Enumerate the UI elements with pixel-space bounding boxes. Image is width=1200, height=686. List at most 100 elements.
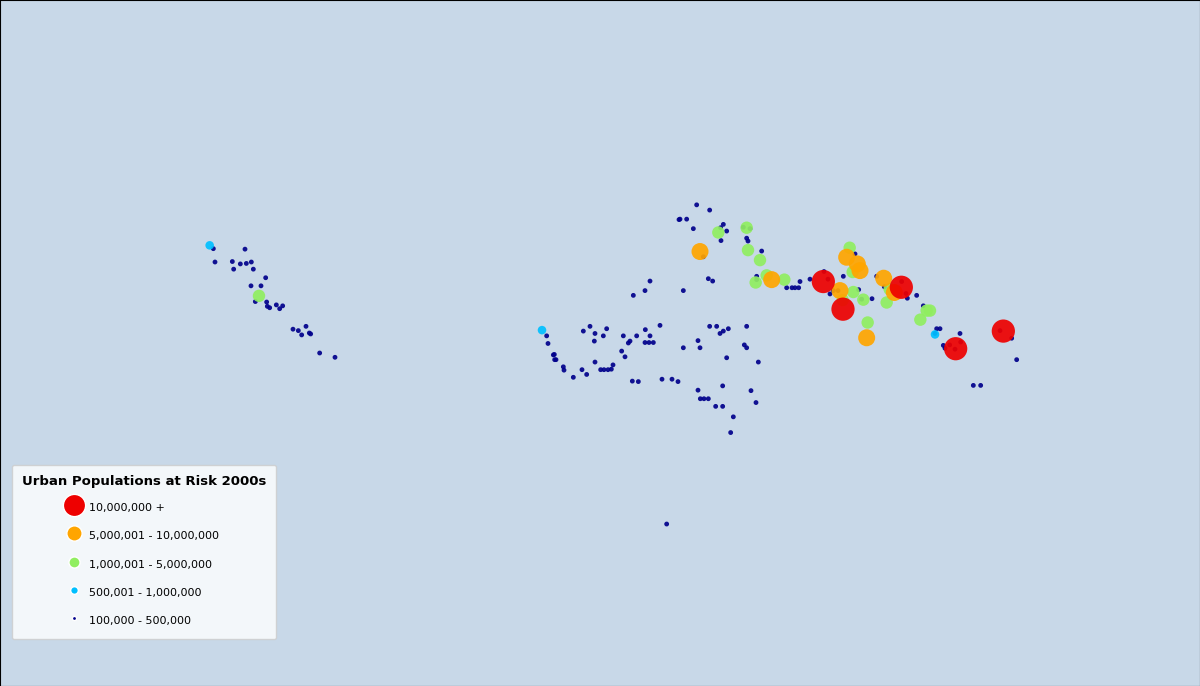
- Point: [752, 246, 772, 257]
- Point: [844, 267, 863, 278]
- Point: [734, 340, 754, 351]
- Point: [814, 276, 833, 287]
- Point: [847, 259, 866, 270]
- Point: [964, 380, 983, 391]
- Point: [246, 296, 265, 307]
- Point: [1002, 333, 1021, 344]
- Point: [205, 257, 224, 268]
- Point: [738, 245, 757, 256]
- Point: [662, 374, 682, 385]
- Point: [830, 285, 850, 296]
- Point: [564, 372, 583, 383]
- Point: [874, 273, 893, 284]
- Point: [710, 328, 730, 339]
- Point: [538, 331, 557, 342]
- Point: [636, 324, 655, 335]
- Point: [712, 235, 731, 246]
- Point: [643, 337, 662, 348]
- Point: [619, 338, 638, 348]
- Point: [800, 274, 820, 285]
- Point: [853, 294, 872, 305]
- Point: [737, 321, 756, 332]
- Point: [270, 303, 289, 314]
- Point: [844, 287, 863, 298]
- Point: [721, 427, 740, 438]
- Point: [624, 290, 643, 301]
- Point: [613, 331, 632, 342]
- Point: [858, 317, 877, 328]
- Point: [581, 321, 600, 332]
- Legend: 10,000,000 +, 5,000,001 - 10,000,000, 1,000,001 - 5,000,000, 500,001 - 1,000,000: 10,000,000 +, 5,000,001 - 10,000,000, 1,…: [12, 465, 276, 639]
- Point: [880, 284, 899, 295]
- Point: [244, 263, 263, 274]
- Point: [896, 288, 916, 299]
- Point: [875, 281, 894, 292]
- Point: [289, 325, 308, 336]
- Point: [857, 332, 876, 343]
- Point: [748, 271, 767, 282]
- Point: [713, 380, 732, 391]
- Point: [252, 281, 271, 292]
- Point: [884, 287, 904, 298]
- Point: [746, 397, 766, 408]
- Point: [700, 204, 719, 215]
- Point: [868, 271, 887, 282]
- Point: [917, 305, 936, 316]
- Point: [971, 380, 990, 391]
- Point: [257, 296, 276, 307]
- Point: [950, 328, 970, 339]
- Point: [688, 200, 707, 211]
- Point: [296, 321, 316, 332]
- Point: [928, 323, 947, 334]
- Point: [913, 300, 932, 311]
- Point: [737, 342, 756, 353]
- Point: [930, 323, 949, 334]
- Point: [256, 272, 275, 283]
- Point: [833, 295, 852, 306]
- Point: [224, 263, 244, 274]
- Point: [742, 385, 761, 396]
- Point: [718, 353, 737, 364]
- Point: [925, 328, 944, 339]
- Point: [598, 323, 617, 334]
- Point: [838, 252, 857, 263]
- Point: [911, 314, 930, 325]
- Point: [714, 219, 733, 230]
- Point: [713, 401, 732, 412]
- Point: [709, 227, 728, 238]
- Point: [737, 222, 756, 233]
- Point: [691, 393, 710, 404]
- Point: [668, 376, 688, 387]
- Point: [840, 242, 859, 253]
- Point: [553, 362, 572, 372]
- Point: [749, 357, 768, 368]
- Point: [698, 393, 718, 404]
- Point: [241, 281, 260, 292]
- Point: [533, 324, 552, 335]
- Point: [719, 323, 738, 334]
- Point: [204, 244, 223, 255]
- Point: [786, 282, 805, 293]
- Point: [200, 240, 220, 251]
- Point: [724, 412, 743, 423]
- Point: [733, 222, 752, 233]
- Point: [545, 354, 564, 365]
- Point: [599, 364, 618, 375]
- Point: [283, 324, 302, 335]
- Point: [851, 265, 870, 276]
- Point: [586, 328, 605, 339]
- Point: [892, 282, 911, 293]
- Point: [636, 285, 655, 296]
- Point: [706, 401, 725, 412]
- Point: [863, 293, 882, 304]
- Point: [586, 357, 605, 368]
- Point: [594, 331, 613, 342]
- Point: [1007, 354, 1026, 365]
- Point: [707, 321, 726, 332]
- Point: [616, 351, 635, 362]
- Point: [850, 284, 869, 295]
- Point: [790, 282, 809, 293]
- Point: [940, 340, 959, 351]
- Point: [223, 256, 242, 267]
- Point: [690, 246, 709, 257]
